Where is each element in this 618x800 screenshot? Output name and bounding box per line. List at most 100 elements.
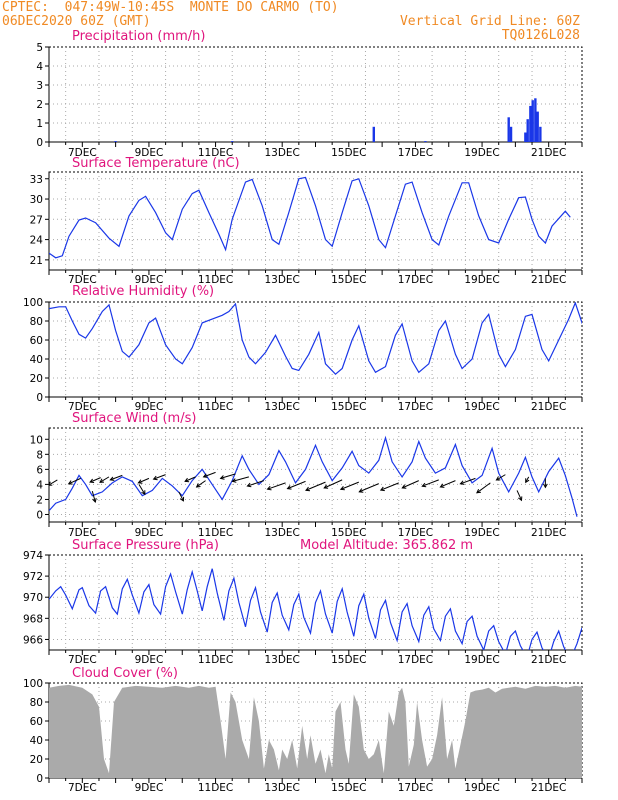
- panel-title: Cloud Cover (%): [72, 666, 178, 681]
- wind-vector-head: [49, 481, 53, 486]
- x-tick-label: 19DEC: [464, 782, 499, 794]
- wind-vector-head: [202, 473, 208, 478]
- x-tick-label: 15DEC: [331, 147, 366, 159]
- precip-bar: [16, 119, 18, 142]
- wind-vector-shaft: [153, 474, 166, 480]
- wind-vector: [542, 478, 548, 489]
- wind-vector-shaft: [422, 479, 439, 487]
- wind-vector: [137, 477, 150, 484]
- wind-vector-head: [286, 485, 292, 490]
- y-tick-label: 80: [30, 697, 43, 709]
- wind-vector: [89, 477, 101, 483]
- precip-bar: [424, 141, 427, 142]
- x-tick-label: 21DEC: [531, 401, 566, 413]
- wind-vector: [219, 473, 236, 480]
- x-tick-label: 21DEC: [531, 654, 566, 666]
- wind-vector: [266, 482, 286, 491]
- x-tick-label: 9DEC: [135, 147, 164, 159]
- x-tick-label: 13DEC: [264, 274, 299, 286]
- wind-vector-shaft: [525, 476, 530, 483]
- x-tick-label: 9DEC: [135, 782, 164, 794]
- x-tick-label: 19DEC: [464, 654, 499, 666]
- wind-vector-head: [495, 476, 501, 481]
- wind-vector-shaft: [49, 479, 58, 486]
- y-tick-label: 966: [23, 634, 43, 646]
- precip-bar: [372, 126, 375, 142]
- wind-series-line: [49, 435, 578, 517]
- wind-vector-head: [379, 486, 385, 492]
- wind-vector-shaft: [138, 477, 150, 484]
- wind-vector-shaft: [287, 480, 306, 490]
- precip-bar: [14, 123, 16, 142]
- plot-area: [49, 435, 578, 517]
- wind-vector-head: [476, 488, 481, 494]
- precip-bar: [539, 126, 542, 142]
- x-tick-label: 7DEC: [68, 782, 97, 794]
- y-tick-label: 60: [30, 335, 43, 347]
- wind-vector: [305, 481, 326, 492]
- wind-vector: [152, 474, 166, 481]
- wind-vector-head: [67, 480, 73, 485]
- x-tick-label: 9DEC: [135, 527, 164, 539]
- y-tick-label: 972: [23, 571, 43, 583]
- plot-frame: [48, 301, 583, 398]
- panel-temp: 21 24 27 30 33 7DEC 9DEC 11DEC 13DEC 15DEC 17DEC 19…: [30, 156, 583, 286]
- plot-frame: [48, 46, 583, 143]
- wind-vector-shaft: [359, 483, 379, 493]
- wind-vector-shaft: [460, 477, 476, 485]
- x-tick-label: 15DEC: [331, 654, 366, 666]
- panel-title: Surface Pressure (hPa): [72, 538, 219, 553]
- x-tick-label: 13DEC: [264, 527, 299, 539]
- y-tick-label: 0: [36, 773, 43, 785]
- precip-bar: [531, 100, 534, 142]
- wind-vector: [49, 479, 58, 486]
- wind-vector-shaft: [68, 477, 81, 485]
- panel-title: Relative Humidity (%): [72, 284, 214, 299]
- x-tick-label: 21DEC: [531, 782, 566, 794]
- precip-bar: [529, 105, 532, 142]
- wind-vector-head: [439, 483, 445, 488]
- wind-vector-shaft: [402, 480, 419, 489]
- wind-vector: [516, 490, 523, 502]
- y-tick-label: 5: [36, 42, 43, 54]
- temp-series-line: [49, 176, 571, 259]
- x-tick-label: 11DEC: [198, 782, 233, 794]
- wind-vector: [67, 477, 81, 485]
- y-tick-label: 20: [30, 373, 43, 385]
- panel-title: Precipitation (mm/h): [72, 29, 205, 44]
- plot-frame: [48, 427, 583, 523]
- wind-vector-shaft: [267, 482, 286, 490]
- plot-area: [49, 568, 582, 650]
- y-tick-label: 100: [23, 297, 43, 309]
- wind-vector-shaft: [247, 480, 265, 487]
- wind-vector-shaft: [110, 474, 123, 481]
- x-tick-label: 15DEC: [331, 274, 366, 286]
- panel-precip: 0 1 2 3 4 5 7DEC 9DEC 11DEC 13DEC 15DEC 17DEC 19DEC 2…: [13, 29, 583, 159]
- y-tick-label: 60: [30, 716, 43, 728]
- wind-vector-shaft: [91, 491, 96, 503]
- y-tick-label: 1: [36, 118, 43, 130]
- wind-vector-head: [195, 483, 201, 488]
- precip-bar: [231, 141, 234, 142]
- precip-bar: [13, 133, 15, 143]
- x-tick-label: 19DEC: [464, 147, 499, 159]
- wind-vector-head: [358, 488, 364, 493]
- y-tick-label: 4: [36, 61, 43, 73]
- wind-vector-shaft: [196, 480, 206, 488]
- wind-vector: [91, 491, 97, 504]
- wind-vector: [138, 484, 146, 496]
- wind-vector: [246, 480, 265, 488]
- wind-vector-shaft: [496, 474, 506, 481]
- panel-cloud: 0 20 40 60 80 100 7DEC 9DEC 11DEC 13DEC 15DEC 17DEC…: [23, 666, 583, 794]
- header-grid-line: Vertical Grid Line: 60Z: [399, 14, 580, 29]
- wind-vector-shaft: [89, 477, 101, 483]
- precip-bar: [509, 126, 513, 142]
- precip-bar: [536, 111, 539, 142]
- wind-vector: [99, 476, 110, 483]
- y-tick-label: 0: [36, 392, 43, 404]
- precip-bar: [114, 141, 117, 142]
- x-tick-label: 17DEC: [398, 527, 433, 539]
- wind-vector-shaft: [138, 484, 146, 495]
- x-tick-label: 17DEC: [398, 274, 433, 286]
